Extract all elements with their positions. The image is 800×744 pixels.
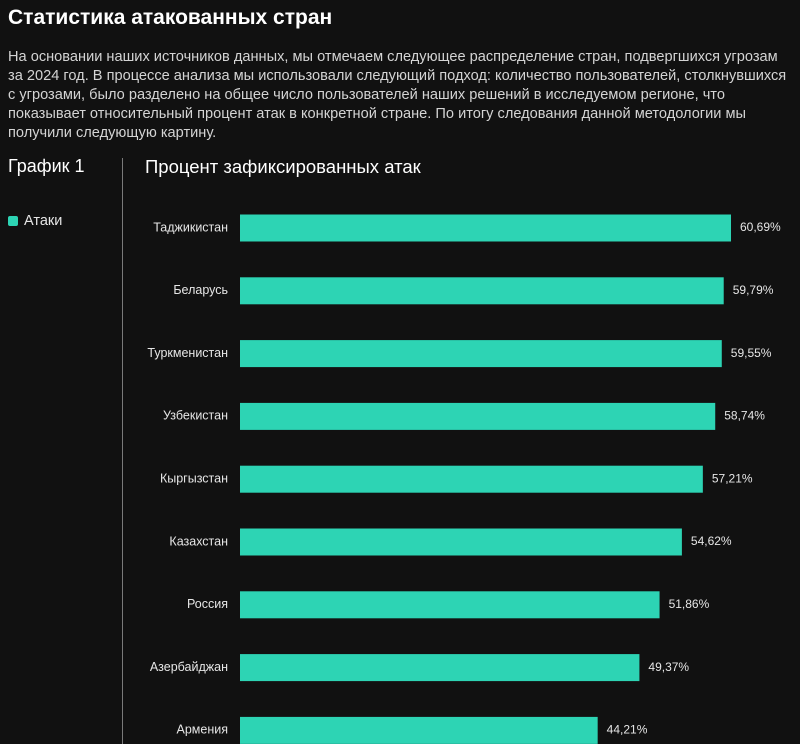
graph-label: График 1 xyxy=(8,156,85,176)
category-label: Беларусь xyxy=(173,283,228,297)
legend-entry-attacks: Атаки xyxy=(24,213,63,229)
intro-text: На основании наших источников данных, мы… xyxy=(8,49,787,141)
category-label: Таджикистан xyxy=(153,220,228,234)
bar xyxy=(240,214,731,242)
value-label: 58,74% xyxy=(724,409,765,423)
value-label: 60,69% xyxy=(740,220,781,234)
value-label: 54,62% xyxy=(691,534,732,548)
bar xyxy=(240,528,682,556)
category-label: Казахстан xyxy=(169,534,228,548)
value-label: 57,21% xyxy=(712,471,753,485)
bar xyxy=(240,340,722,368)
bar xyxy=(240,716,598,744)
legend-swatch xyxy=(8,216,18,226)
category-label: Узбекистан xyxy=(163,409,228,423)
bar xyxy=(240,654,640,682)
bar xyxy=(240,465,703,493)
value-label: 59,55% xyxy=(731,346,772,360)
category-label: Армения xyxy=(177,723,229,737)
chart-legend: Атаки xyxy=(8,213,62,229)
page-title: Статистика атакованных стран xyxy=(8,6,333,29)
bar xyxy=(240,591,660,619)
vertical-divider xyxy=(122,158,123,744)
value-label: 44,21% xyxy=(607,723,648,737)
category-label: Азербайджан xyxy=(150,660,228,674)
category-label: Россия xyxy=(187,597,228,611)
category-label: Туркменистан xyxy=(147,346,228,360)
chart-title: Процент зафиксированных атак xyxy=(145,156,421,177)
value-label: 49,37% xyxy=(648,660,689,674)
bar xyxy=(240,402,716,430)
value-label: 59,79% xyxy=(733,283,774,297)
category-label: Кыргызстан xyxy=(160,471,228,485)
value-label: 51,86% xyxy=(669,597,710,611)
bar xyxy=(240,277,724,305)
